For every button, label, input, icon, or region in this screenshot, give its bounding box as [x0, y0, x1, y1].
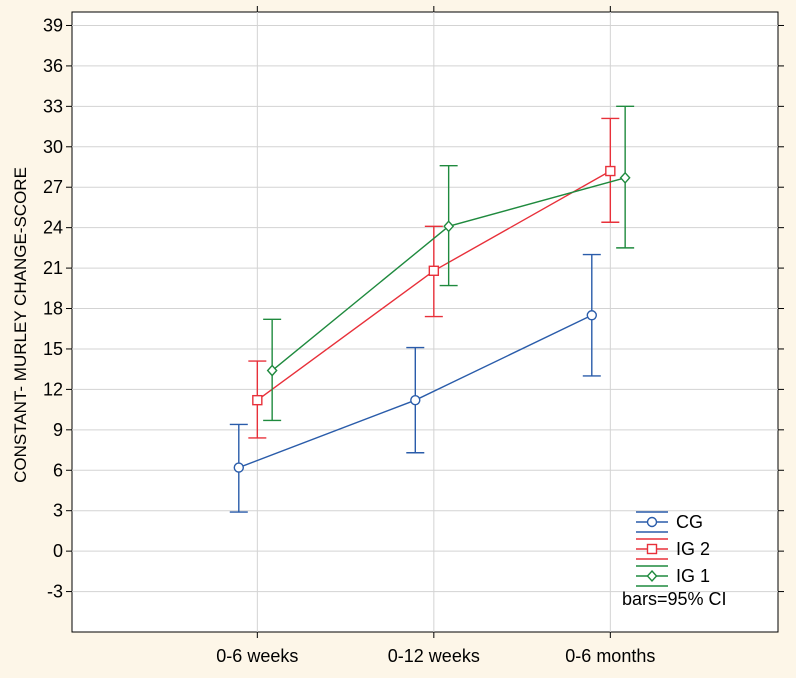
- legend: CG IG 2 IG 1: [636, 511, 710, 587]
- data-point-cg: [410, 394, 421, 406]
- y-tick-label: 12: [43, 379, 63, 399]
- legend-label-ig-1: IG 1: [676, 566, 710, 586]
- data-point-ig-1: [443, 220, 455, 233]
- y-tick-label: 9: [53, 420, 63, 440]
- plot-area: [71, 11, 779, 633]
- y-axis-title: CONSTANT- MURLEY CHANGE-SCORE: [11, 167, 30, 483]
- legend-marker-ig-2: [646, 543, 658, 555]
- y-tick-label: 27: [43, 177, 63, 197]
- legend-label-cg: CG: [676, 512, 703, 532]
- y-tick-label: 39: [43, 15, 63, 35]
- y-tick-label: 6: [53, 460, 63, 480]
- x-tick-label: 0-6 weeks: [216, 646, 298, 666]
- y-tick-label: 15: [43, 339, 63, 359]
- legend-label-ig-2: IG 2: [676, 539, 710, 559]
- data-point-ig-2: [428, 265, 440, 276]
- y-tick-label: -3: [47, 582, 63, 602]
- data-point-ig-1: [619, 171, 631, 184]
- series-layer: [229, 105, 635, 513]
- series-cg: [229, 253, 601, 513]
- series-ig-2: [248, 117, 620, 439]
- y-tick-label: 36: [43, 56, 63, 76]
- x-axis-ticks: 0-6 weeks 0-12 weeks 0-6 months: [216, 6, 655, 666]
- y-tick-label: 18: [43, 299, 63, 319]
- legend-marker-ig-1: [646, 569, 658, 583]
- series-ig-1: [263, 105, 635, 422]
- x-tick-label: 0-6 months: [565, 646, 655, 666]
- data-point-ig-2: [252, 394, 263, 406]
- data-point-ig-1: [266, 364, 278, 377]
- data-point-ig-2: [605, 165, 616, 177]
- y-tick-label: 21: [43, 258, 63, 278]
- data-point-cg: [233, 462, 244, 473]
- y-tick-label: 30: [43, 137, 63, 157]
- legend-item-ig-1: IG 1: [636, 565, 710, 587]
- y-tick-label: 3: [53, 501, 63, 521]
- data-point-cg: [586, 310, 597, 321]
- legend-item-ig-2: IG 2: [636, 538, 710, 560]
- legend-marker-cg: [646, 516, 658, 528]
- legend-note: bars=95% CI: [622, 589, 727, 609]
- y-tick-label: 33: [43, 96, 63, 116]
- grid-lines: [72, 12, 778, 632]
- y-tick-label: 24: [43, 218, 63, 238]
- y-tick-label: 0: [53, 541, 63, 561]
- x-tick-label: 0-12 weeks: [388, 646, 480, 666]
- legend-item-cg: CG: [636, 511, 703, 533]
